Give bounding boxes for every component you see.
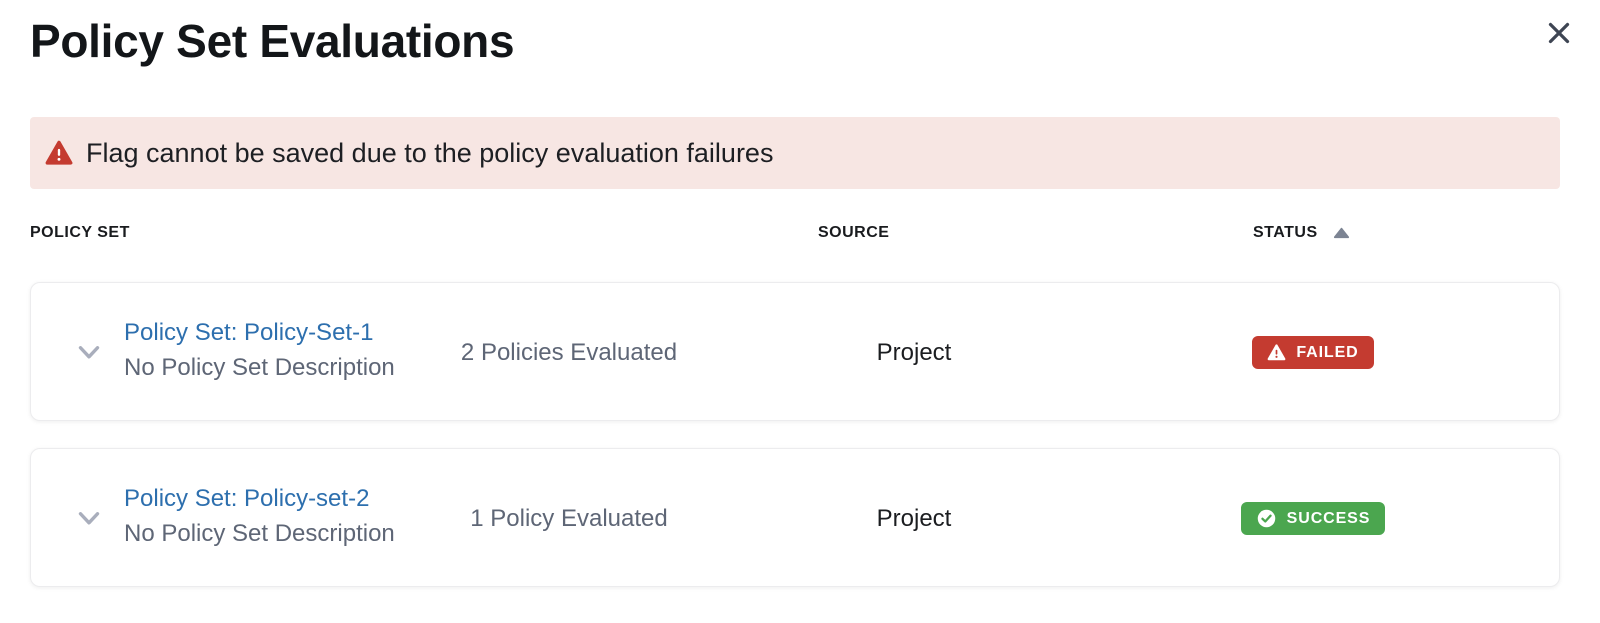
close-icon xyxy=(1548,22,1570,44)
column-header-source[interactable]: SOURCE xyxy=(818,224,890,241)
warning-triangle-icon xyxy=(45,140,73,165)
status-cell: SUCCESS xyxy=(1188,449,1438,588)
check-circle-icon xyxy=(1257,509,1275,528)
chevron-down-icon xyxy=(78,346,100,359)
column-header-policy-set[interactable]: POLICY SET xyxy=(30,224,130,241)
table-header: POLICY SET SOURCE STATUS xyxy=(0,224,1600,248)
error-alert: Flag cannot be saved due to the policy e… xyxy=(30,117,1560,189)
column-header-status[interactable]: STATUS xyxy=(1253,224,1350,242)
policy-set-info: Policy Set: Policy-Set-1 No Policy Set D… xyxy=(124,315,395,385)
policy-set-link[interactable]: Policy Set: Policy-set-2 xyxy=(124,485,370,512)
alert-message: Flag cannot be saved due to the policy e… xyxy=(86,137,774,168)
status-header-label: STATUS xyxy=(1253,224,1318,241)
policy-set-row: Policy Set: Policy-set-2 No Policy Set D… xyxy=(30,448,1560,587)
status-cell: FAILED xyxy=(1188,283,1438,422)
status-badge-success: SUCCESS xyxy=(1240,502,1386,535)
policies-evaluated-label: 1 Policy Evaluated xyxy=(470,504,668,532)
sort-ascending-icon xyxy=(1333,227,1349,239)
status-badge-failed: FAILED xyxy=(1252,336,1374,369)
close-button[interactable] xyxy=(1538,12,1580,54)
source-cell: Project xyxy=(876,338,952,366)
chevron-down-icon xyxy=(78,512,100,525)
policy-set-link[interactable]: Policy Set: Policy-Set-1 xyxy=(124,319,374,346)
policies-evaluated-label: 2 Policies Evaluated xyxy=(460,338,678,366)
expand-row-button[interactable] xyxy=(71,335,107,371)
expand-row-button[interactable] xyxy=(71,501,107,537)
warning-triangle-icon xyxy=(1267,344,1286,361)
policy-set-description: No Policy Set Description xyxy=(124,354,395,381)
status-badge-label: SUCCESS xyxy=(1286,509,1371,527)
page-title: Policy Set Evaluations xyxy=(30,15,515,67)
policy-set-info: Policy Set: Policy-set-2 No Policy Set D… xyxy=(124,481,395,551)
status-badge-label: FAILED xyxy=(1296,343,1359,361)
policy-set-description: No Policy Set Description xyxy=(124,520,395,547)
source-cell: Project xyxy=(876,504,952,532)
policy-set-row: Policy Set: Policy-Set-1 No Policy Set D… xyxy=(30,282,1560,421)
